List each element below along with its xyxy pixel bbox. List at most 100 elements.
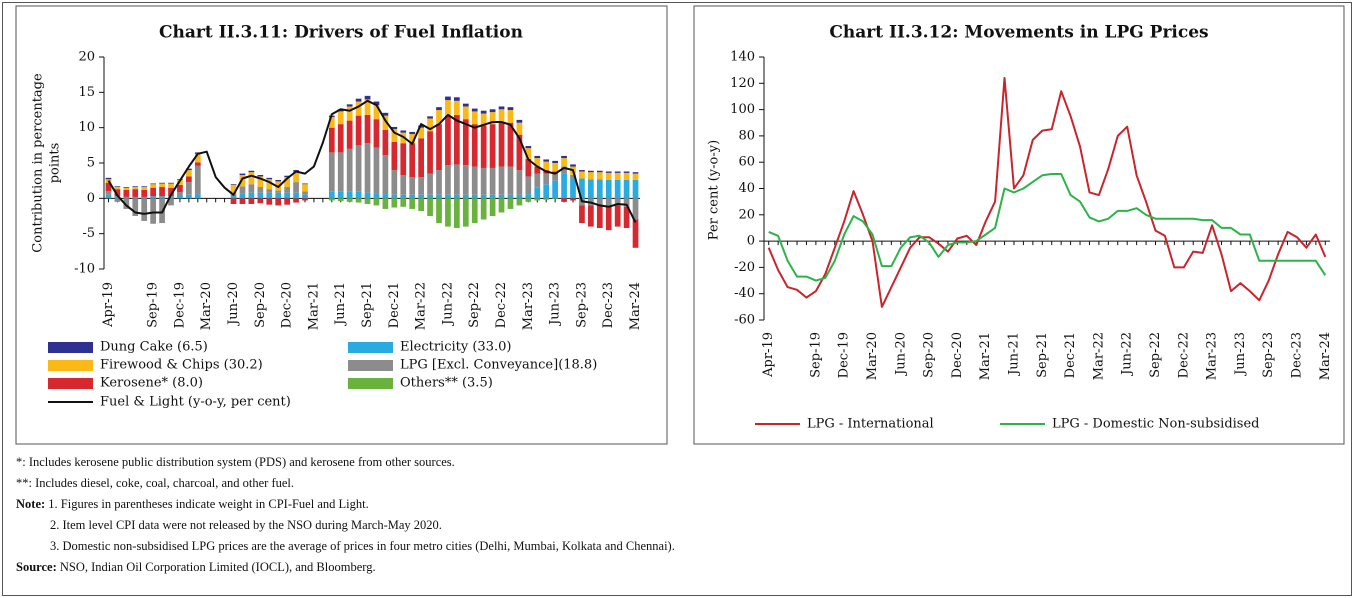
bar-segment (186, 176, 192, 183)
bar-segment (614, 171, 621, 173)
bar-segment (230, 194, 237, 199)
notes: *: Includes kerosene public distribution… (16, 452, 675, 578)
bar-segment (293, 171, 299, 183)
bar-segment (248, 172, 255, 185)
note-label: Note: (16, 497, 46, 511)
bar-segment (194, 162, 201, 166)
bar-segment (373, 105, 380, 120)
bar-segment (257, 192, 264, 199)
y-tick-label: -5 (82, 226, 95, 241)
bar-segment (614, 205, 621, 227)
bar-segment (114, 186, 121, 188)
bar-segment (462, 106, 469, 120)
bar-segment (445, 100, 451, 116)
bar-segment (168, 182, 174, 184)
bar-segment (489, 167, 496, 195)
y-tick-label: 20 (738, 207, 755, 222)
bar-segment (159, 183, 165, 188)
bar-segment (132, 196, 139, 199)
bar-segment (552, 198, 558, 200)
bar-segment (588, 205, 594, 227)
legend-label: Electricity (33.0) (400, 340, 511, 355)
x-tick-label: Dec-19 (837, 332, 852, 378)
y-tick-label: 120 (730, 76, 755, 91)
bar-segment (266, 177, 273, 180)
bar-segment (382, 155, 389, 195)
bar-segment (436, 107, 442, 110)
bar-segment (168, 196, 174, 199)
x-tick-label: Mar-20 (199, 282, 214, 330)
bar-segment (150, 183, 156, 185)
bar-segment (346, 104, 353, 107)
x-tick-label: Mar-23 (1205, 332, 1220, 380)
y-tick-label: 40 (738, 181, 755, 196)
note-item: 3. Domestic non-subsidised LPG prices ar… (50, 539, 675, 553)
x-tick-label: Sep-23 (574, 282, 589, 328)
bar-segment (579, 205, 585, 224)
bar-segment (284, 192, 290, 199)
bar-segment (373, 119, 380, 148)
bar-segment (516, 170, 523, 195)
bar-segment (436, 170, 442, 195)
x-tick-label: Mar-20 (865, 332, 880, 380)
bar-segment (123, 196, 130, 199)
bar-segment (525, 158, 532, 177)
bar-segment (382, 194, 389, 199)
bar-segment (293, 192, 299, 199)
bar-segment (105, 194, 112, 199)
bar-segment (409, 194, 416, 199)
bar-segment (623, 198, 630, 207)
bar-segment (588, 170, 594, 173)
bar-segment (239, 186, 246, 194)
chart-title: Chart II.3.11: Drivers of Fuel Inflation (159, 23, 523, 43)
y-tick-label: 10 (78, 120, 95, 135)
bar-segment (534, 173, 541, 188)
bar-segment (507, 166, 514, 195)
x-tick-label: Mar-22 (414, 282, 429, 330)
x-tick-label: Dec-19 (172, 282, 187, 328)
bar-segment (570, 198, 576, 201)
bar-segment (480, 167, 487, 195)
bar-segment (489, 112, 496, 125)
bar-segment (328, 191, 335, 199)
bar-segment (266, 179, 273, 190)
bar-segment (346, 198, 353, 202)
bar-segment (471, 166, 478, 195)
source-label: Source: (16, 560, 57, 574)
legend-label: LPG [Excl. Conveyance](18.8) (400, 358, 597, 373)
bar-segment (257, 198, 264, 204)
bar-segment (328, 127, 335, 153)
legend-label: LPG - Domestic Non-subsidised (1052, 417, 1260, 432)
footnote: **: Includes diesel, coke, coal, charcoa… (16, 476, 295, 490)
bar-segment (150, 198, 156, 224)
bar-segment (400, 198, 407, 207)
bar-segment (507, 107, 514, 110)
y-tick-label: 60 (738, 155, 755, 170)
bar-segment (632, 173, 639, 180)
bar-segment (552, 173, 558, 181)
bar-segment (623, 171, 630, 173)
bar-segment (150, 187, 156, 197)
bar-segment (284, 187, 290, 193)
bar-segment (507, 194, 514, 199)
bar-segment (454, 114, 460, 165)
bar-segment (543, 198, 550, 200)
y-tick-label: 0 (747, 234, 755, 249)
bar-segment (355, 115, 362, 146)
bar-segment (561, 158, 567, 167)
bar-segment (534, 155, 541, 159)
bar-segment (561, 173, 567, 199)
bar-segment (480, 198, 487, 220)
bar-segment (302, 184, 308, 192)
bar-segment (480, 113, 487, 126)
bar-segment (516, 194, 523, 199)
bar-segment (418, 125, 424, 128)
bar-segment (382, 198, 389, 209)
bar-segment (355, 191, 362, 199)
bar-segment (132, 186, 139, 188)
bar-segment (409, 143, 416, 178)
bar-segment (391, 170, 398, 195)
bar-segment (266, 192, 273, 199)
bar-segment (400, 194, 407, 199)
bar-segment (462, 165, 469, 195)
